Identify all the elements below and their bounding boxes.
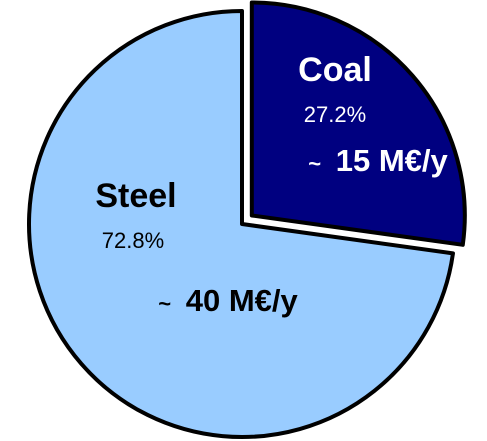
- slice-percent-steel: 72.8%: [102, 228, 164, 253]
- slice-amount-steel: ~ 40 M€/y: [158, 283, 298, 318]
- slice-percent-coal: 27.2%: [304, 102, 366, 127]
- slice-label-coal: Coal: [298, 51, 372, 89]
- slice-label-steel: Steel: [95, 177, 176, 215]
- amount-value-steel: 40 M€/y: [186, 283, 299, 318]
- amount-value-coal: 15 M€/y: [336, 143, 449, 178]
- pie-slice-steel: [27, 9, 455, 439]
- slice-amount-coal: ~ 15 M€/y: [308, 143, 448, 178]
- amount-prefix-steel: ~: [158, 291, 171, 316]
- amount-prefix-coal: ~: [308, 151, 321, 176]
- pie-slice-coal: [249, 0, 467, 247]
